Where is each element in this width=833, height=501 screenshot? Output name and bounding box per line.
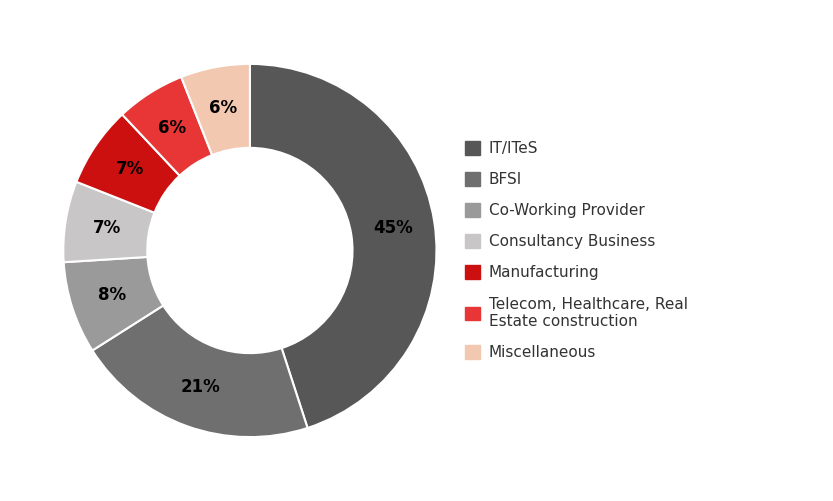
Wedge shape bbox=[250, 64, 436, 428]
Wedge shape bbox=[63, 257, 163, 351]
Wedge shape bbox=[77, 115, 180, 213]
Text: 6%: 6% bbox=[209, 100, 237, 117]
Wedge shape bbox=[63, 182, 154, 262]
Text: 7%: 7% bbox=[93, 219, 121, 237]
Legend: IT/ITeS, BFSI, Co-Working Provider, Consultancy Business, Manufacturing, Telecom: IT/ITeS, BFSI, Co-Working Provider, Cons… bbox=[465, 141, 688, 360]
Text: 45%: 45% bbox=[373, 219, 412, 237]
Wedge shape bbox=[182, 64, 250, 155]
Text: 21%: 21% bbox=[181, 378, 221, 396]
Wedge shape bbox=[92, 306, 307, 437]
Text: 6%: 6% bbox=[158, 119, 187, 137]
Wedge shape bbox=[122, 77, 212, 176]
Text: 7%: 7% bbox=[116, 160, 144, 178]
Text: 8%: 8% bbox=[98, 286, 127, 304]
